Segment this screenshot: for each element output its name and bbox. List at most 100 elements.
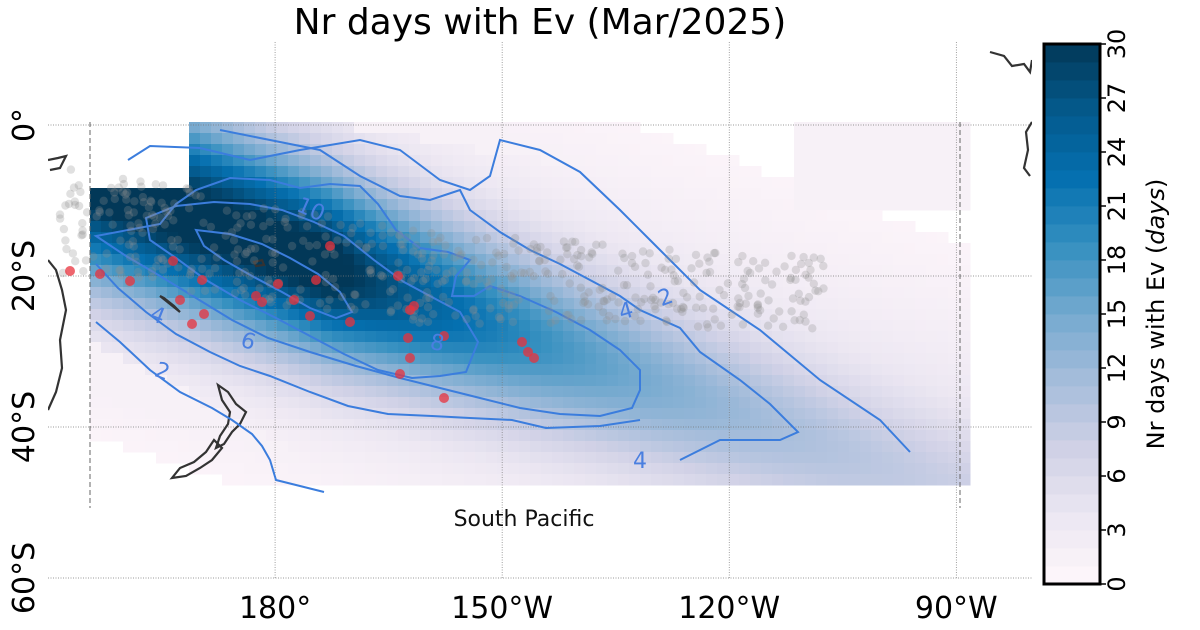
heatmap-cell [189, 243, 201, 255]
background-point [439, 250, 449, 259]
heatmap-cell [915, 331, 927, 343]
heatmap-cell [695, 386, 707, 398]
heatmap-cell [508, 474, 520, 486]
heatmap-cell [112, 353, 124, 365]
heatmap-cell [739, 463, 751, 475]
heatmap-cell [453, 199, 465, 211]
heatmap-cell [266, 320, 278, 332]
background-point [185, 188, 195, 198]
heatmap-cell [530, 452, 542, 464]
heatmap-cell [651, 320, 663, 332]
heatmap-cell [343, 342, 355, 354]
y-tick-label: 20°S [7, 240, 42, 312]
heatmap-cell [893, 144, 905, 156]
heatmap-cell [156, 287, 168, 299]
heatmap-cell [772, 265, 784, 277]
heatmap-cell [915, 375, 927, 387]
background-point [378, 231, 387, 240]
heatmap-cell [794, 254, 806, 266]
heatmap-cell [871, 166, 883, 178]
heatmap-cell [365, 199, 377, 211]
event-point [95, 269, 105, 279]
heatmap-cell [585, 364, 597, 376]
heatmap-cell [882, 353, 894, 365]
heatmap-cell [695, 474, 707, 486]
heatmap-cell [915, 353, 927, 365]
heatmap-cell [563, 144, 575, 156]
heatmap-cell [530, 243, 542, 255]
heatmap-cell [310, 397, 322, 409]
heatmap-cell [464, 177, 476, 189]
background-point [801, 270, 810, 279]
heatmap-cell [904, 276, 916, 288]
heatmap-cell [739, 243, 751, 255]
heatmap-cell [453, 342, 465, 354]
heatmap-cell [607, 232, 619, 244]
heatmap-cell [959, 298, 971, 310]
background-point [546, 318, 555, 327]
heatmap-cell [816, 243, 828, 255]
heatmap-cell [926, 155, 938, 167]
heatmap-cell [343, 386, 355, 398]
heatmap-cell [453, 353, 465, 365]
heatmap-cell [244, 188, 256, 200]
heatmap-cell [354, 353, 366, 365]
heatmap-cell [222, 166, 234, 178]
heatmap-cell [420, 199, 432, 211]
heatmap-cell [717, 430, 729, 442]
heatmap-cell [772, 375, 784, 387]
background-point [138, 192, 148, 202]
heatmap-cell [90, 232, 102, 244]
background-point [232, 257, 242, 266]
heatmap-cell [871, 122, 883, 134]
heatmap-cell [145, 188, 157, 200]
heatmap-cell [772, 287, 784, 299]
heatmap-cell [827, 232, 839, 244]
heatmap-cell [618, 166, 630, 178]
heatmap-cell [519, 122, 531, 134]
heatmap-cell [860, 320, 872, 332]
heatmap-cell [915, 254, 927, 266]
background-point [602, 316, 611, 325]
heatmap-cell [871, 210, 883, 222]
heatmap-cell [717, 463, 729, 475]
heatmap-cell [409, 320, 421, 332]
heatmap-cell [629, 155, 641, 167]
heatmap-cell [816, 287, 828, 299]
heatmap-cell [475, 452, 487, 464]
heatmap-cell [431, 353, 443, 365]
heatmap-cell [728, 166, 740, 178]
heatmap-cell [629, 210, 641, 222]
heatmap-cell [530, 155, 542, 167]
background-point [271, 205, 280, 214]
heatmap-cell [255, 364, 267, 376]
heatmap-cell [519, 298, 531, 310]
heatmap-cell [893, 320, 905, 332]
heatmap-cell [409, 177, 421, 189]
background-point [695, 292, 704, 301]
heatmap-cell [530, 188, 542, 200]
heatmap-cell [464, 199, 476, 211]
background-point [185, 270, 195, 279]
background-point [541, 267, 550, 276]
contour-2-lower [95, 321, 325, 493]
heatmap-cell [134, 386, 146, 398]
heatmap-cell [277, 188, 289, 200]
heatmap-cell [156, 320, 168, 332]
heatmap-cell [255, 155, 267, 167]
heatmap-cell [926, 144, 938, 156]
heatmap-cell [739, 474, 751, 486]
heatmap-cell [563, 265, 575, 277]
heatmap-cell [552, 375, 564, 387]
heatmap-cell [640, 375, 652, 387]
heatmap-cell [838, 419, 850, 431]
colorbar-step [1045, 530, 1099, 549]
heatmap-cell [112, 320, 124, 332]
background-point [504, 304, 513, 313]
heatmap-cell [211, 320, 223, 332]
heatmap-cell [233, 364, 245, 376]
heatmap-cell [552, 452, 564, 464]
background-point [366, 228, 375, 237]
heatmap-cell [948, 298, 960, 310]
